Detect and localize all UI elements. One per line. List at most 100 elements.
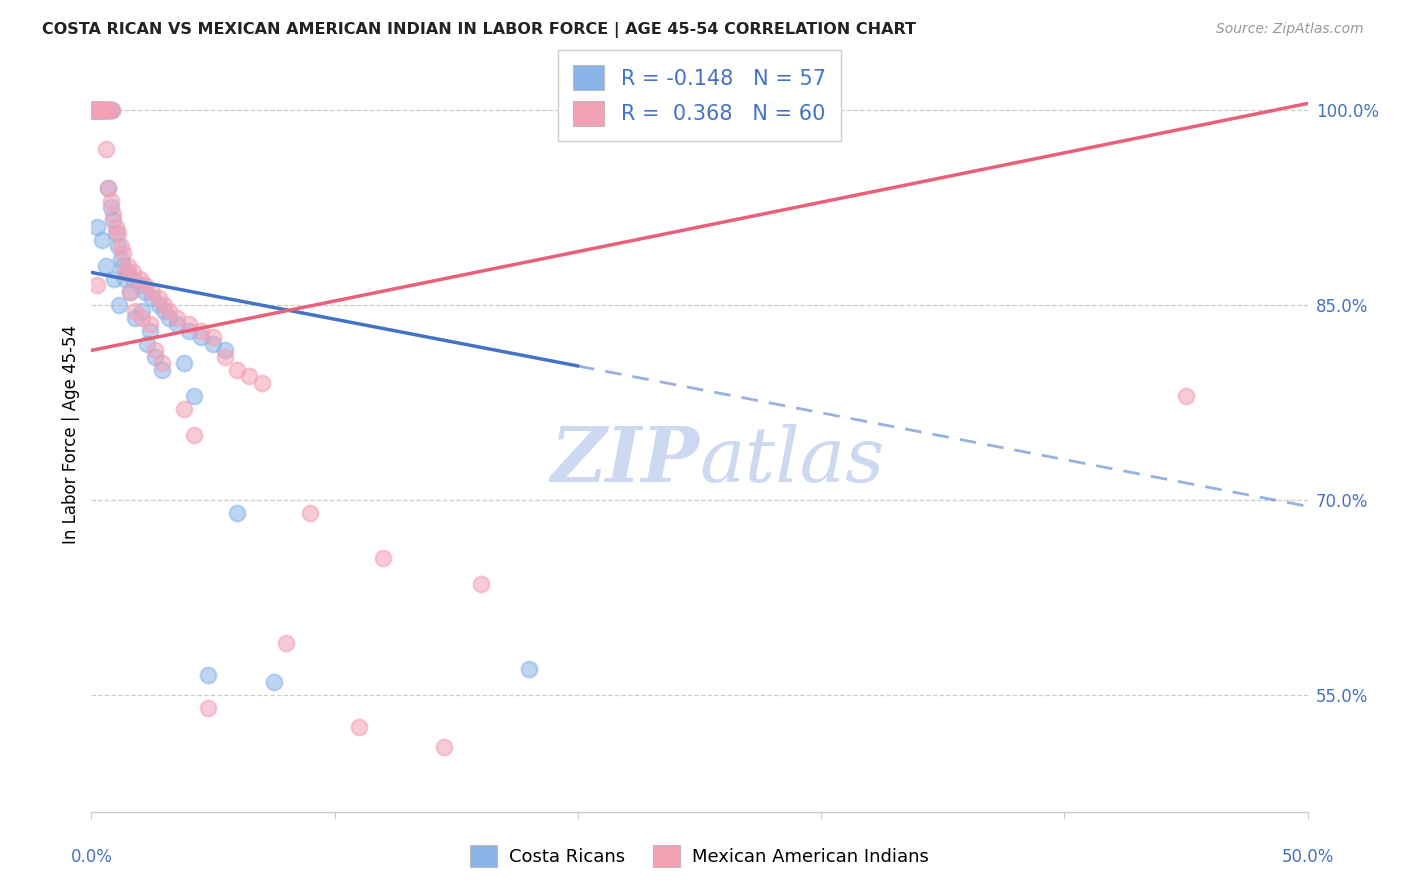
Point xyxy=(148,292,170,306)
Point xyxy=(134,285,156,299)
Point xyxy=(470,577,492,591)
Point xyxy=(98,103,121,117)
Point xyxy=(82,103,104,117)
Point xyxy=(108,298,131,312)
Point xyxy=(82,103,104,117)
Point xyxy=(173,401,195,416)
Point xyxy=(202,330,225,344)
Point xyxy=(131,304,153,318)
Point xyxy=(202,337,225,351)
Point xyxy=(173,356,195,370)
Text: Source: ZipAtlas.com: Source: ZipAtlas.com xyxy=(1216,22,1364,37)
Point xyxy=(103,272,125,286)
Point xyxy=(96,103,118,117)
Point xyxy=(83,103,105,117)
Point xyxy=(120,285,142,299)
Point xyxy=(96,103,118,117)
Point xyxy=(121,265,143,279)
Point xyxy=(101,103,124,117)
Point xyxy=(89,103,111,117)
Point xyxy=(93,103,115,117)
Point xyxy=(124,310,146,325)
Point xyxy=(121,272,143,286)
Point xyxy=(94,142,117,156)
Point xyxy=(104,219,127,234)
Point xyxy=(107,227,129,241)
Point xyxy=(91,103,114,117)
Point xyxy=(100,194,122,208)
Point xyxy=(86,103,108,117)
Point xyxy=(86,278,108,293)
Point xyxy=(183,428,205,442)
Point xyxy=(86,103,108,117)
Point xyxy=(84,103,107,117)
Point xyxy=(83,103,105,117)
Point xyxy=(84,103,107,117)
Point xyxy=(87,103,110,117)
Text: ZIP: ZIP xyxy=(551,424,699,498)
Point xyxy=(157,310,180,325)
Text: 0.0%: 0.0% xyxy=(70,848,112,866)
Point xyxy=(84,103,107,117)
Text: atlas: atlas xyxy=(699,424,884,498)
Point xyxy=(120,285,142,299)
Point xyxy=(83,103,105,117)
Point xyxy=(177,324,200,338)
Point xyxy=(166,318,188,332)
Point xyxy=(190,324,212,338)
Text: 50.0%: 50.0% xyxy=(1281,848,1334,866)
Point xyxy=(117,265,139,279)
Point xyxy=(150,363,173,377)
Point xyxy=(131,310,153,325)
Point xyxy=(373,551,395,566)
Point xyxy=(82,103,104,117)
Point xyxy=(150,356,173,370)
Point xyxy=(84,103,107,117)
Point xyxy=(143,343,166,358)
Point xyxy=(93,103,115,117)
Point xyxy=(107,239,129,253)
Point xyxy=(214,350,236,364)
Y-axis label: In Labor Force | Age 45-54: In Labor Force | Age 45-54 xyxy=(62,326,80,544)
Point xyxy=(82,103,104,117)
Point xyxy=(197,668,219,682)
Point xyxy=(134,278,156,293)
Point xyxy=(139,324,162,338)
Point xyxy=(86,219,108,234)
Point xyxy=(153,298,176,312)
Point xyxy=(100,201,122,215)
Point xyxy=(183,389,205,403)
Point xyxy=(94,103,117,117)
Point xyxy=(1175,389,1198,403)
Point xyxy=(114,272,136,286)
Point xyxy=(274,636,297,650)
Point xyxy=(111,246,134,260)
Point xyxy=(197,700,219,714)
Point xyxy=(83,103,105,117)
Text: COSTA RICAN VS MEXICAN AMERICAN INDIAN IN LABOR FORCE | AGE 45-54 CORRELATION CH: COSTA RICAN VS MEXICAN AMERICAN INDIAN I… xyxy=(42,22,917,38)
Point xyxy=(84,103,107,117)
Point xyxy=(177,318,200,332)
Point xyxy=(110,239,132,253)
Point xyxy=(87,103,110,117)
Point xyxy=(166,310,188,325)
Point xyxy=(96,259,118,273)
Point xyxy=(94,103,117,117)
Point xyxy=(226,506,249,520)
Point xyxy=(114,265,136,279)
Point xyxy=(117,259,139,273)
Point xyxy=(91,103,114,117)
Point xyxy=(104,227,127,241)
Point xyxy=(190,330,212,344)
Point xyxy=(94,103,117,117)
Point xyxy=(136,337,159,351)
Point xyxy=(90,233,112,247)
Point xyxy=(148,298,170,312)
Point xyxy=(124,304,146,318)
Point xyxy=(517,662,540,676)
Point xyxy=(214,343,236,358)
Point xyxy=(101,103,124,117)
Point xyxy=(129,272,152,286)
Point xyxy=(238,369,260,384)
Point xyxy=(347,720,370,734)
